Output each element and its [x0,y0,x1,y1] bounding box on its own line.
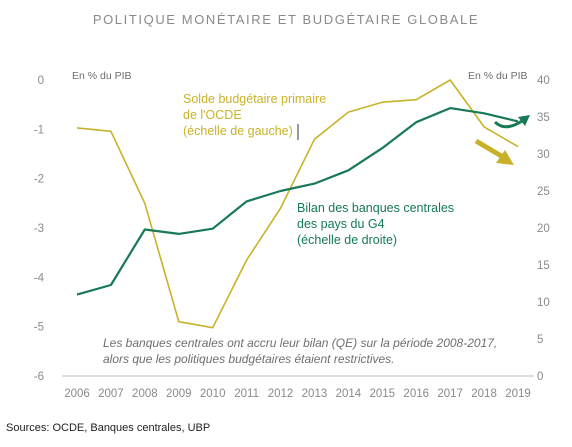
series-label-bilan-line: des pays du G4 [297,217,385,231]
series-label-bilan-banques: Bilan des banques centrales des pays du … [297,201,454,247]
series-label-solde-line: Solde budgétaire primaire [183,92,326,106]
left-axis-tick-label: -6 [34,371,44,383]
series-label-solde-budgetaire: Solde budgétaire primaire de l'OCDE (éch… [183,92,326,138]
series-label-bilan-line: (échelle de droite) [297,233,397,247]
left-axis-tick-label: -3 [34,223,44,235]
x-axis-tick-label: 2008 [132,388,158,400]
right-axis-tick-label: 25 [537,186,550,198]
chart-title: POLITIQUE MONÉTAIRE ET BUDGÉTAIRE GLOBAL… [93,12,479,27]
right-axis-ticks: 40 35 30 25 20 15 10 5 0 [537,75,550,383]
x-axis-tick-label: 2015 [370,388,396,400]
x-axis-tick-label: 2011 [234,388,259,400]
left-axis-tick-label: -2 [34,174,44,186]
right-axis-tick-label: 10 [537,297,550,309]
right-axis-tick-label: 20 [537,223,550,235]
left-axis-tick-label: 0 [38,75,44,87]
right-axis-tick-label: 5 [537,334,543,346]
right-axis-tick-label: 30 [537,149,550,161]
right-axis-tick-label: 35 [537,112,550,124]
left-axis-tick-label: -1 [34,124,44,136]
note-line: Les banques centrales ont accru leur bil… [103,336,497,350]
series-label-solde-line: de l'OCDE [183,108,242,122]
x-axis-tick-label: 2006 [64,388,90,400]
right-axis-tick-label: 0 [537,371,543,383]
series-label-solde-line: (échelle de gauche) [183,124,293,138]
note-line: alors que les politiques budgétaires éta… [103,352,395,366]
x-axis-tick-label: 2018 [471,388,497,400]
arrow-down-right-icon [474,138,514,165]
x-axis-tick-label: 2014 [336,388,362,400]
left-axis-unit-label: En % du PIB [72,70,132,82]
left-axis-tick-label: -5 [34,322,44,334]
x-axis-tick-label: 2009 [166,388,192,400]
x-axis-tick-label: 2013 [302,388,328,400]
x-axis-ticks: 2006 2007 2008 2009 2010 2011 2012 2013 2014 2015… [64,388,531,400]
left-axis-ticks: 0 -1 -2 -3 -4 -5 -6 [34,75,45,383]
x-axis-tick-label: 2019 [505,388,531,400]
source-text: Sources: OCDE, Banques centrales, UBP [6,422,210,434]
right-axis-tick-label: 40 [537,75,550,87]
right-axis-tick-label: 15 [537,260,550,272]
x-axis-tick-label: 2017 [437,388,463,400]
x-axis-tick-label: 2012 [268,388,294,400]
left-axis-tick-label: -4 [34,272,45,284]
arrow-up-right-icon [493,115,530,129]
right-axis-unit-label: En % du PIB [468,70,528,82]
note: Les banques centrales ont accru leur bil… [103,336,497,366]
x-axis-tick-label: 2016 [403,388,429,400]
series-label-bilan-line: Bilan des banques centrales [297,201,454,215]
x-axis-tick-label: 2007 [98,388,124,400]
series-line-solde-budgetaire [76,79,519,329]
series-line-bilan-banques-centrales [76,106,519,296]
x-axis-tick-label: 2010 [200,388,226,400]
